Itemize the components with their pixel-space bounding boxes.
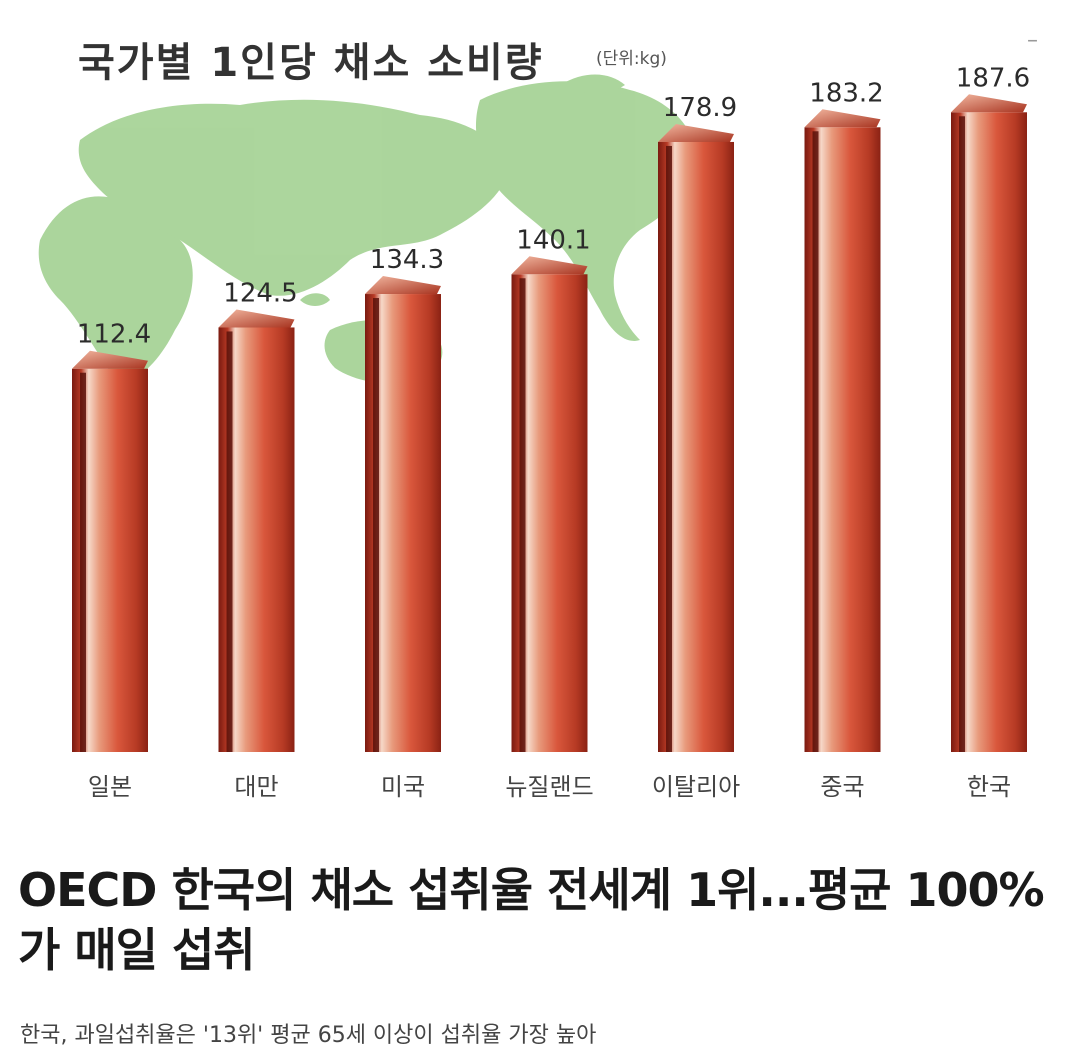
bar-2 (218, 309, 295, 752)
category-label-5: 이탈리아 (652, 773, 740, 801)
bar-5 (658, 123, 734, 753)
value-label-3: 134.3 (370, 245, 444, 275)
category-label-1: 일본 (88, 773, 132, 801)
category-label-6: 중국 (820, 773, 864, 801)
chart-title: 국가별 1인당 채소 소비량 (78, 40, 544, 86)
value-label-1: 112.4 (77, 320, 151, 350)
headline: OECD 한국의 채소 섭취율 전세계 1위...평균 100%가 매일 섭취 (18, 863, 1045, 977)
value-label-6: 183.2 (809, 78, 883, 108)
bar-3 (365, 276, 441, 752)
category-label-2: 대만 (234, 773, 278, 801)
chart-unit: (단위:kg) (596, 49, 667, 69)
bar-chart: 112.4 일본 124.5 대만 134.3 미국 140.1 뉴질랜드 178.9 이탈리아 1… (38, 63, 1030, 801)
category-label-4: 뉴질랜드 (505, 773, 593, 801)
value-label-4: 140.1 (516, 225, 590, 255)
category-label-7: 한국 (967, 773, 1011, 801)
corner-mark: – (1027, 28, 1038, 53)
category-label-3: 미국 (381, 773, 425, 801)
world-map-illustration (38, 74, 696, 385)
bar-6 (804, 109, 881, 753)
chart-area: 112.4 일본 124.5 대만 134.3 미국 140.1 뉴질랜드 178.9 이탈리아 1… (38, 28, 1038, 801)
bar-4 (511, 256, 588, 752)
bar-7 (951, 94, 1027, 752)
value-label-7: 187.6 (956, 63, 1030, 93)
bar-1 (72, 350, 148, 752)
value-label-2: 124.5 (223, 278, 297, 308)
value-label-5: 178.9 (663, 93, 737, 123)
subheadline: 한국, 과일섭취율은 '13위' 평균 65세 이상이 섭취율 가장 높아 (20, 1023, 597, 1048)
